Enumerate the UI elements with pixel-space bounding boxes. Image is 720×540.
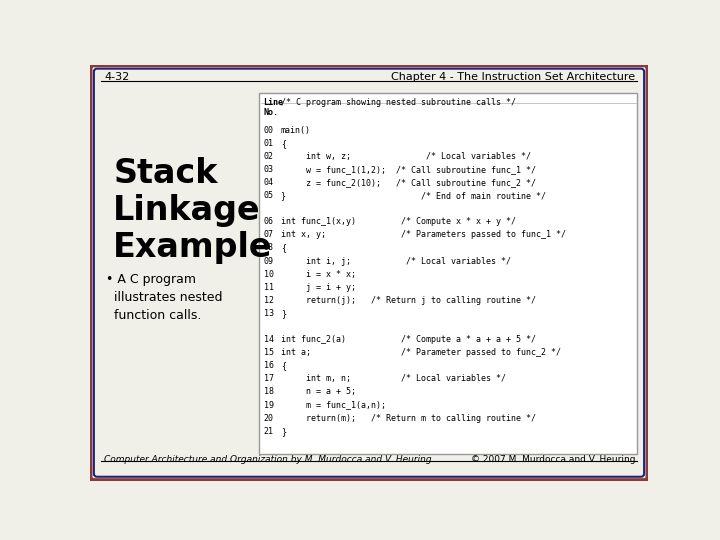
Text: 10: 10 <box>264 269 274 279</box>
Text: 04: 04 <box>264 178 274 187</box>
FancyBboxPatch shape <box>90 65 648 481</box>
Text: 15: 15 <box>264 348 274 357</box>
Text: 12: 12 <box>264 296 274 305</box>
Text: 02: 02 <box>264 152 274 161</box>
Text: m = func_1(a,n);: m = func_1(a,n); <box>281 401 386 409</box>
Text: 4-32: 4-32 <box>104 72 129 83</box>
Text: 06: 06 <box>264 217 274 226</box>
Text: {: { <box>281 139 286 148</box>
Text: return(j);   /* Return j to calling routine */: return(j); /* Return j to calling routin… <box>281 296 536 305</box>
Text: int func_1(x,y)         /* Compute x * x + y */: int func_1(x,y) /* Compute x * x + y */ <box>281 217 516 226</box>
Text: {: { <box>281 244 286 252</box>
Text: }: } <box>281 309 286 318</box>
Text: 08: 08 <box>264 244 274 252</box>
Text: • A C program
  illustrates nested
  function calls.: • A C program illustrates nested functio… <box>106 273 222 322</box>
Text: int func_2(a)           /* Compute a * a + a + 5 */: int func_2(a) /* Compute a * a + a + 5 *… <box>281 335 536 344</box>
Text: Line
No.: Line No. <box>264 98 284 117</box>
Text: 13: 13 <box>264 309 274 318</box>
Text: int w, z;               /* Local variables */: int w, z; /* Local variables */ <box>281 152 531 161</box>
Text: {: { <box>281 361 286 370</box>
Text: 07: 07 <box>264 231 274 239</box>
Text: return(m);   /* Return m to calling routine */: return(m); /* Return m to calling routin… <box>281 414 536 423</box>
Text: 05: 05 <box>264 191 274 200</box>
Text: 18: 18 <box>264 387 274 396</box>
Text: main(): main() <box>281 126 310 134</box>
Text: 19: 19 <box>264 401 274 409</box>
Bar <box>259 93 637 454</box>
Text: 01: 01 <box>264 139 274 148</box>
Text: Computer Architecture and Organization by M. Murdocca and V. Heuring: Computer Architecture and Organization b… <box>104 455 431 464</box>
Text: 09: 09 <box>264 256 274 266</box>
Text: 21: 21 <box>264 427 274 436</box>
Text: j = i + y;: j = i + y; <box>281 283 356 292</box>
Text: 00: 00 <box>264 126 274 134</box>
Text: int m, n;          /* Local variables */: int m, n; /* Local variables */ <box>281 374 505 383</box>
Text: 03: 03 <box>264 165 274 174</box>
Text: }: } <box>281 427 286 436</box>
Text: 14: 14 <box>264 335 274 344</box>
Text: 20: 20 <box>264 414 274 423</box>
Text: int a;                  /* Parameter passed to func_2 */: int a; /* Parameter passed to func_2 */ <box>281 348 561 357</box>
Text: Chapter 4 - The Instruction Set Architecture: Chapter 4 - The Instruction Set Architec… <box>392 72 636 83</box>
Text: 16: 16 <box>264 361 274 370</box>
Text: w = func_1(1,2);  /* Call subroutine func_1 */: w = func_1(1,2); /* Call subroutine func… <box>281 165 536 174</box>
Text: © 2007 M. Murdocca and V. Heuring: © 2007 M. Murdocca and V. Heuring <box>471 455 636 464</box>
Text: }                           /* End of main routine */: } /* End of main routine */ <box>281 191 546 200</box>
Text: z = func_2(10);   /* Call subroutine func_2 */: z = func_2(10); /* Call subroutine func_… <box>281 178 536 187</box>
Text: Stack
Linkage
Example: Stack Linkage Example <box>113 157 273 264</box>
Text: i = x * x;: i = x * x; <box>281 269 356 279</box>
Text: 11: 11 <box>264 283 274 292</box>
Text: int x, y;               /* Parameters passed to func_1 */: int x, y; /* Parameters passed to func_1… <box>281 231 566 239</box>
Text: /* C program showing nested subroutine calls */: /* C program showing nested subroutine c… <box>281 98 516 107</box>
Text: 17: 17 <box>264 374 274 383</box>
FancyBboxPatch shape <box>94 69 644 477</box>
Text: n = a + 5;: n = a + 5; <box>281 387 356 396</box>
Text: int i, j;           /* Local variables */: int i, j; /* Local variables */ <box>281 256 510 266</box>
